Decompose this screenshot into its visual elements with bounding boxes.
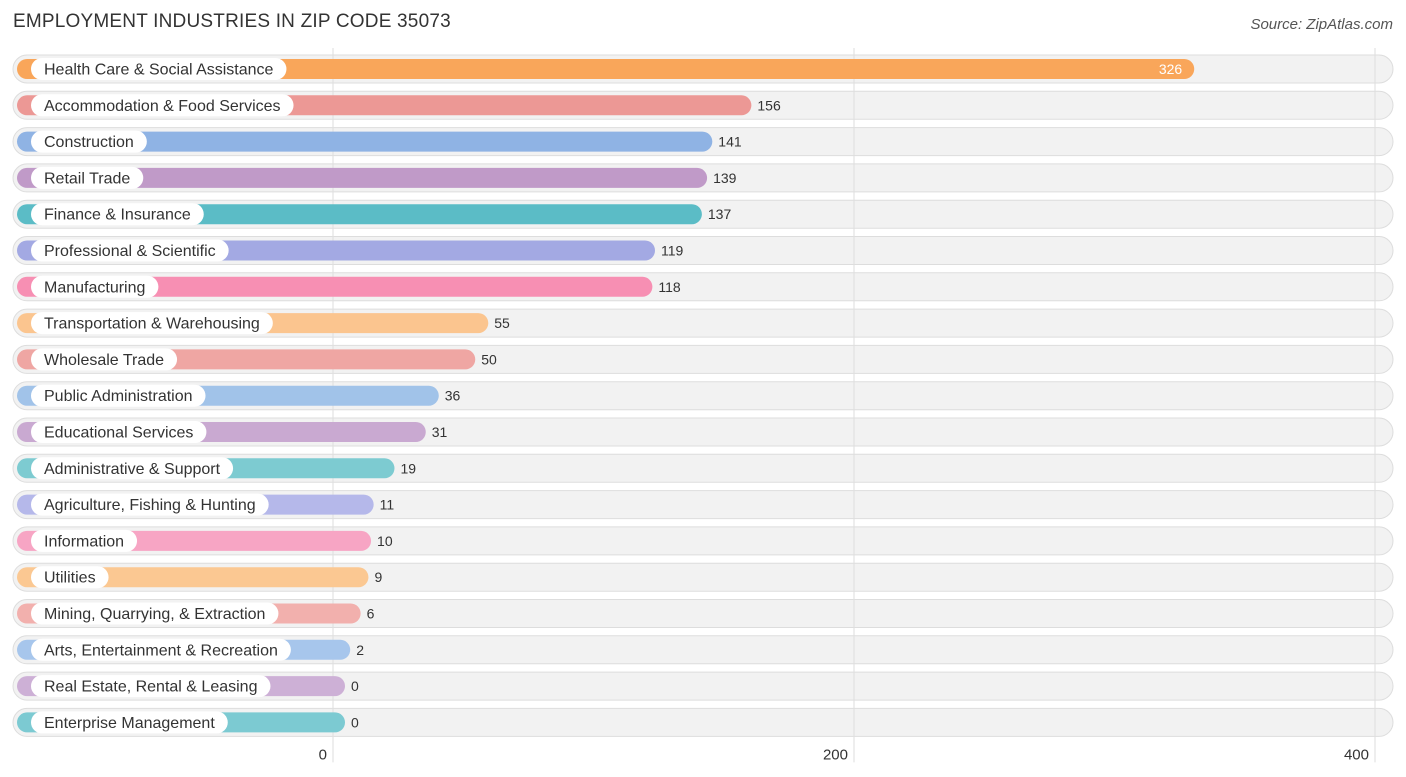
- bar-track: [12, 707, 1394, 737]
- value-label: 118: [658, 279, 681, 295]
- value-label: 141: [718, 134, 742, 150]
- category-label: Agriculture, Fishing & Hunting: [44, 497, 256, 514]
- category-label-pill: [31, 348, 178, 371]
- value-label: 137: [708, 206, 732, 222]
- category-label-pill: [31, 457, 234, 480]
- category-label-pill: [31, 94, 294, 117]
- category-label-pill: [31, 312, 273, 335]
- bar-track: [12, 599, 1394, 628]
- value-label: 9: [374, 569, 382, 585]
- bar: [17, 131, 713, 152]
- value-label: 36: [445, 388, 461, 404]
- value-label: 6: [367, 606, 375, 622]
- bar: [17, 276, 653, 297]
- category-label-pill: [31, 566, 109, 589]
- category-label-pill: [31, 421, 207, 443]
- category-label-pill: [31, 493, 269, 516]
- value-label: 156: [757, 97, 781, 113]
- category-label-pill: [31, 638, 291, 661]
- category-label: Finance & Insurance: [44, 207, 191, 224]
- category-label: Retail Trade: [44, 170, 130, 187]
- value-label: 11: [380, 497, 395, 513]
- category-label: Information: [44, 533, 124, 550]
- value-label: 119: [661, 243, 684, 259]
- category-label-pill: [31, 130, 147, 153]
- category-label: Real Estate, Rental & Leasing: [44, 679, 257, 696]
- bar: [17, 59, 1195, 79]
- x-tick-label: 400: [1344, 746, 1369, 763]
- category-label-pill: [31, 384, 206, 407]
- category-label: Wholesale Trade: [44, 352, 164, 369]
- value-label: 10: [377, 533, 393, 549]
- category-label: Transportation & Warehousing: [44, 316, 260, 333]
- bar: [17, 167, 708, 188]
- value-label: 0: [351, 678, 359, 694]
- value-label: 55: [494, 315, 510, 331]
- value-label: 31: [432, 424, 448, 440]
- category-label: Mining, Quarrying, & Extraction: [44, 606, 265, 623]
- source-credit: Source: ZipAtlas.com: [1250, 16, 1393, 33]
- category-label: Health Care & Social Assistance: [44, 62, 274, 79]
- category-label-pill: [31, 711, 228, 734]
- category-label-pill: [31, 275, 159, 298]
- category-label: Manufacturing: [44, 279, 145, 296]
- value-label: 19: [400, 460, 416, 476]
- category-label-pill: [31, 529, 138, 552]
- value-label: 2: [356, 642, 364, 658]
- x-tick-label: 0: [319, 746, 327, 763]
- value-label: 139: [713, 170, 737, 186]
- category-label: Professional & Scientific: [44, 243, 216, 260]
- value-label: 50: [481, 351, 497, 367]
- category-label: Utilities: [44, 570, 96, 587]
- category-label-pill: [31, 166, 144, 189]
- category-label-pill: [31, 239, 229, 262]
- bar-track: [12, 671, 1394, 701]
- category-label-pill: [31, 58, 287, 80]
- category-label: Construction: [44, 134, 134, 151]
- category-label: Public Administration: [44, 388, 193, 405]
- value-label: 326: [1159, 61, 1183, 77]
- category-label: Enterprise Management: [44, 715, 215, 732]
- category-label-pill: [31, 203, 204, 226]
- x-tick-label: 200: [823, 746, 848, 763]
- category-label-pill: [31, 602, 279, 625]
- bar-track: [12, 635, 1394, 665]
- category-label: Administrative & Support: [44, 461, 221, 478]
- category-label-pill: [31, 675, 271, 698]
- value-label: 0: [351, 714, 359, 730]
- chart-title: EMPLOYMENT INDUSTRIES IN ZIP CODE 35073: [13, 11, 451, 32]
- category-label: Educational Services: [44, 425, 193, 442]
- category-label: Accommodation & Food Services: [44, 98, 281, 115]
- category-label: Arts, Entertainment & Recreation: [44, 642, 278, 659]
